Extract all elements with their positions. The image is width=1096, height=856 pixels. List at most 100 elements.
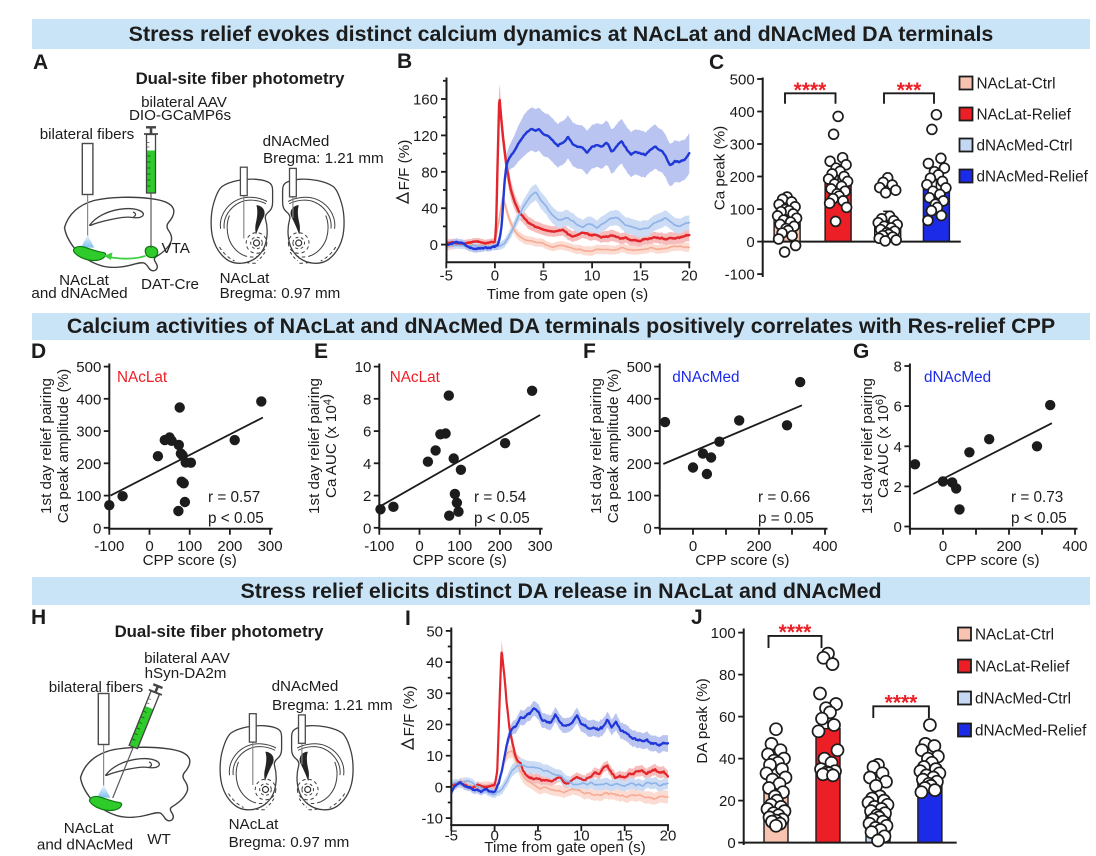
svg-text:80: 80 [719, 667, 736, 684]
svg-text:H: H [31, 606, 46, 629]
svg-text:p = 0.05: p = 0.05 [758, 510, 814, 527]
svg-text:E: E [314, 340, 328, 363]
svg-text:200: 200 [996, 538, 1021, 555]
svg-text:400: 400 [730, 104, 755, 121]
svg-text:1st day relief pairing: 1st day relief pairing [38, 378, 55, 514]
svg-text:NAcLat: NAcLat [229, 816, 280, 833]
svg-text:6: 6 [363, 424, 371, 441]
svg-text:300: 300 [258, 538, 283, 555]
svg-text:200: 200 [487, 538, 512, 555]
svg-text:20: 20 [426, 717, 443, 734]
svg-text:500: 500 [627, 359, 652, 376]
svg-text:J: J [691, 606, 703, 629]
svg-text:300: 300 [627, 424, 652, 441]
svg-text:Stress relief evokes distinct: Stress relief evokes distinct calcium dy… [129, 22, 994, 46]
svg-text:40: 40 [719, 751, 736, 768]
svg-text:NAcLat-Ctrl: NAcLat-Ctrl [977, 76, 1056, 93]
svg-text:20: 20 [719, 793, 736, 810]
svg-text:Calcium activities of NAcLat a: Calcium activities of NAcLat and dNAcMed… [67, 314, 1055, 338]
svg-text:15: 15 [616, 828, 633, 845]
svg-text:NAcLat: NAcLat [220, 270, 271, 287]
svg-text:Time from gate open (s): Time from gate open (s) [484, 839, 646, 856]
svg-text:60: 60 [719, 709, 736, 726]
svg-text:10: 10 [426, 748, 443, 765]
svg-text:CPP score (s): CPP score (s) [945, 552, 1039, 569]
svg-text:Time from gate open (s): Time from gate open (s) [487, 286, 649, 303]
svg-text:200: 200 [746, 538, 771, 555]
svg-text:Bregma: 1.21 mm: Bregma: 1.21 mm [263, 150, 384, 167]
svg-text:bilateral fibers: bilateral fibers [40, 126, 135, 143]
svg-text:100: 100 [627, 488, 652, 505]
svg-text:****: **** [794, 79, 828, 102]
svg-text:F/F (%): F/F (%) [401, 686, 418, 737]
svg-text:NAcLat-Relief: NAcLat-Relief [975, 659, 1070, 676]
svg-text:-10: -10 [421, 811, 443, 828]
svg-text:I: I [405, 607, 411, 630]
svg-text:VTA: VTA [162, 240, 191, 257]
svg-text:F/F (%): F/F (%) [396, 140, 413, 191]
svg-text:0: 0 [415, 538, 423, 555]
svg-text:15: 15 [632, 268, 649, 285]
svg-text:dNAcMed: dNAcMed [263, 133, 330, 150]
svg-text:0: 0 [430, 237, 438, 254]
svg-text:NAcLat: NAcLat [64, 820, 115, 837]
svg-text:0: 0 [145, 538, 153, 555]
svg-text:10: 10 [584, 268, 601, 285]
svg-text:hSyn-DA2m: hSyn-DA2m [145, 665, 227, 682]
svg-text:p < 0.05: p < 0.05 [1011, 510, 1067, 527]
svg-text:0: 0 [491, 268, 499, 285]
svg-text:120: 120 [413, 128, 438, 145]
svg-text:r = 0.66: r = 0.66 [758, 489, 810, 506]
svg-text:0: 0 [643, 520, 651, 537]
svg-text:NAcLat-Ctrl: NAcLat-Ctrl [975, 627, 1054, 644]
svg-text:dNAcMed: dNAcMed [672, 369, 739, 386]
svg-text:400: 400 [627, 391, 652, 408]
svg-text:p < 0.05: p < 0.05 [474, 510, 530, 527]
svg-text:6: 6 [894, 399, 902, 416]
svg-text:Ca peak amplitude (%): Ca peak amplitude (%) [605, 369, 622, 523]
svg-text:***: *** [897, 79, 922, 102]
svg-text:2: 2 [363, 488, 371, 505]
svg-text:G: G [853, 340, 869, 363]
svg-text:Dual-site fiber photometry: Dual-site fiber photometry [115, 622, 325, 641]
svg-text:400: 400 [1062, 538, 1087, 555]
svg-text:DA peak (%): DA peak (%) [694, 678, 711, 763]
svg-text:1st day relief pairing: 1st day relief pairing [306, 378, 323, 514]
svg-text:D: D [31, 340, 46, 363]
svg-text:100: 100 [76, 488, 101, 505]
svg-text:2: 2 [894, 479, 902, 496]
svg-text:Stress relief elicits distinct: Stress relief elicits distinct DA releas… [240, 579, 881, 603]
svg-text:Ca AUC (x 106): Ca AUC (x 106) [870, 394, 892, 498]
svg-text:30: 30 [426, 686, 443, 703]
svg-text:and dNAcMed: and dNAcMed [31, 285, 127, 302]
svg-text:dNAcMed: dNAcMed [272, 678, 339, 695]
svg-text:CPP score (s): CPP score (s) [143, 552, 237, 569]
svg-text:0: 0 [435, 779, 443, 796]
svg-text:200: 200 [217, 538, 242, 555]
svg-text:8: 8 [363, 391, 371, 408]
svg-text:1st day relief pairing: 1st day relief pairing [859, 378, 876, 514]
svg-text:dNAcMed-Relief: dNAcMed-Relief [977, 169, 1089, 186]
svg-text:200: 200 [76, 456, 101, 473]
svg-text:p < 0.05: p < 0.05 [208, 510, 264, 527]
svg-text:5: 5 [539, 268, 547, 285]
svg-text:200: 200 [627, 456, 652, 473]
svg-text:40: 40 [421, 201, 438, 218]
svg-text:A: A [33, 51, 48, 74]
svg-text:F: F [583, 340, 596, 363]
svg-text:300: 300 [528, 538, 553, 555]
svg-text:CPP score (s): CPP score (s) [413, 552, 507, 569]
svg-text:WT: WT [147, 831, 171, 848]
svg-text:20: 20 [660, 828, 677, 845]
svg-text:NAcLat: NAcLat [59, 272, 110, 289]
svg-text:****: **** [885, 692, 919, 715]
svg-text:40: 40 [426, 655, 443, 672]
svg-text:100: 100 [447, 538, 472, 555]
svg-text:4: 4 [894, 439, 902, 456]
svg-text:Ca AUC (x 104): Ca AUC (x 104) [318, 394, 340, 498]
svg-text:Ca peak amplitude (%): Ca peak amplitude (%) [55, 369, 72, 523]
svg-text:Bregma: 0.97 mm: Bregma: 0.97 mm [220, 285, 341, 302]
svg-text:CPP score (s): CPP score (s) [695, 552, 789, 569]
svg-text:10: 10 [355, 359, 372, 376]
svg-text:Ca peak (%): Ca peak (%) [712, 126, 729, 210]
